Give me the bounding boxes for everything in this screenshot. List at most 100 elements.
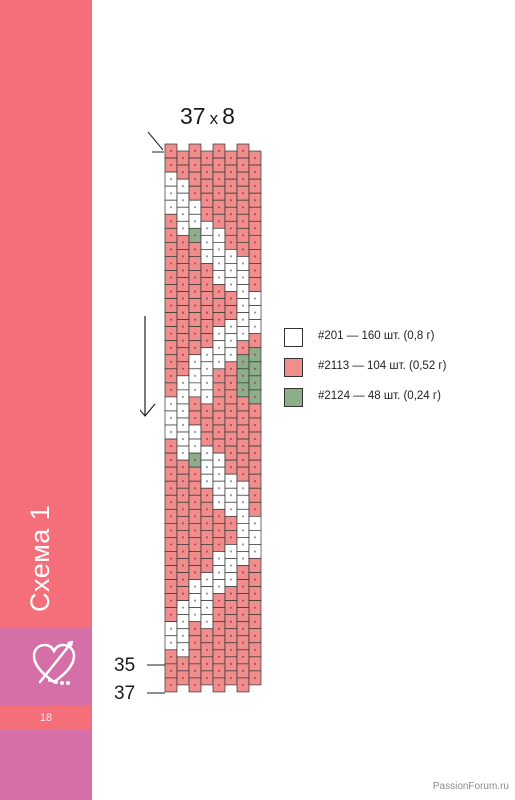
bead-dot [253,171,257,174]
bead-dot [241,374,245,377]
bead-dot [205,606,209,609]
bead-dot [241,163,245,167]
bead-dot [193,543,197,546]
bead-dot [241,669,245,672]
bead-dot [205,662,209,665]
bead-dot [181,662,185,665]
bead-dot [217,473,221,476]
bead-dot [229,395,233,398]
bead-dot [217,374,221,377]
bead-dot [253,494,257,497]
bead-dot [241,655,245,658]
bead-dot [229,578,233,581]
bead-dot [193,459,197,462]
bead-dot [181,423,185,427]
bead-dot [229,494,233,497]
bead-dot [181,620,185,623]
bead-dot [181,353,185,356]
bead-dot [217,529,221,532]
bead-dot [205,480,209,483]
bead-dot [253,522,257,525]
bead-dot [205,592,209,595]
bead-dot [241,444,245,448]
bead-dot [253,466,257,469]
bead-dot [193,416,197,420]
bead-dot [205,564,209,567]
watermark: PassionForum.ru [432,781,509,792]
bead-dot [253,564,257,567]
bead-dot [181,199,185,202]
bead-dot [181,578,185,581]
bead-dot [169,163,173,167]
bead-dot [229,409,233,413]
bead-dot [193,163,197,167]
bead-dot [229,297,233,300]
bead-dot [241,473,245,476]
bead-dot [181,283,185,286]
bead-dot [241,459,245,462]
bead-dot [205,297,209,300]
bead-dot [193,627,197,630]
bead-dot [217,402,221,406]
bead-dot [193,402,197,406]
row-label-35: 35 [114,655,136,676]
bead-dot [217,248,221,251]
bead-dot [193,276,197,279]
bead-dot [169,178,173,181]
bead-dot [217,206,221,209]
bead-dot [217,599,221,602]
bead-dot [253,592,257,595]
bead-dot [217,444,221,448]
bead-dot [169,444,173,448]
bead-dot [253,437,257,441]
bead-dot [205,578,209,581]
bead-dot [253,353,257,356]
bead-dot [169,262,173,265]
bead-dot [217,388,221,391]
bead-dot [169,571,173,574]
bead-dot [241,220,245,223]
bead-dot [181,437,185,441]
bead-dot [169,149,173,153]
bead-dot [241,332,245,335]
bead-dot [253,550,257,553]
bead-dot [169,501,173,504]
bead-dot [205,241,209,244]
bead-dot [229,662,233,665]
bead-dot [193,318,197,321]
bead-dot [253,311,257,314]
bead-dot [169,360,173,363]
bead-dot [193,585,197,588]
bead-dot [241,234,245,237]
bead-dot [205,634,209,637]
bead-pattern-chart [140,131,262,694]
bead-dot [217,683,221,687]
bead-dot [205,255,209,258]
size-width: 37 [180,103,206,129]
bead-dot [241,557,245,560]
size-x: x [209,109,219,128]
bead-dot [193,669,197,672]
bead-dot [193,641,197,644]
bead-dot [205,199,209,202]
bead-dot [205,367,209,370]
bead-dot [229,423,233,427]
page-number: 18 [0,706,92,730]
bead-dot [241,360,245,363]
heart-needle-icon [32,640,76,685]
bead-dot [229,634,233,637]
bead-dot [169,473,173,476]
bead-dot [229,339,233,342]
sidebar-band [0,628,92,706]
bead-dot [205,452,209,455]
bead-dot [205,522,209,525]
bead-dot [181,508,185,511]
bead-dot [253,325,257,328]
bead-dot [229,564,233,567]
bead-dot [229,508,233,511]
scheme-title: Схема 1 [25,504,55,612]
bead-dot [241,318,245,321]
bead-dot [193,683,197,687]
bead-dot [241,515,245,518]
bead-dot [241,599,245,602]
